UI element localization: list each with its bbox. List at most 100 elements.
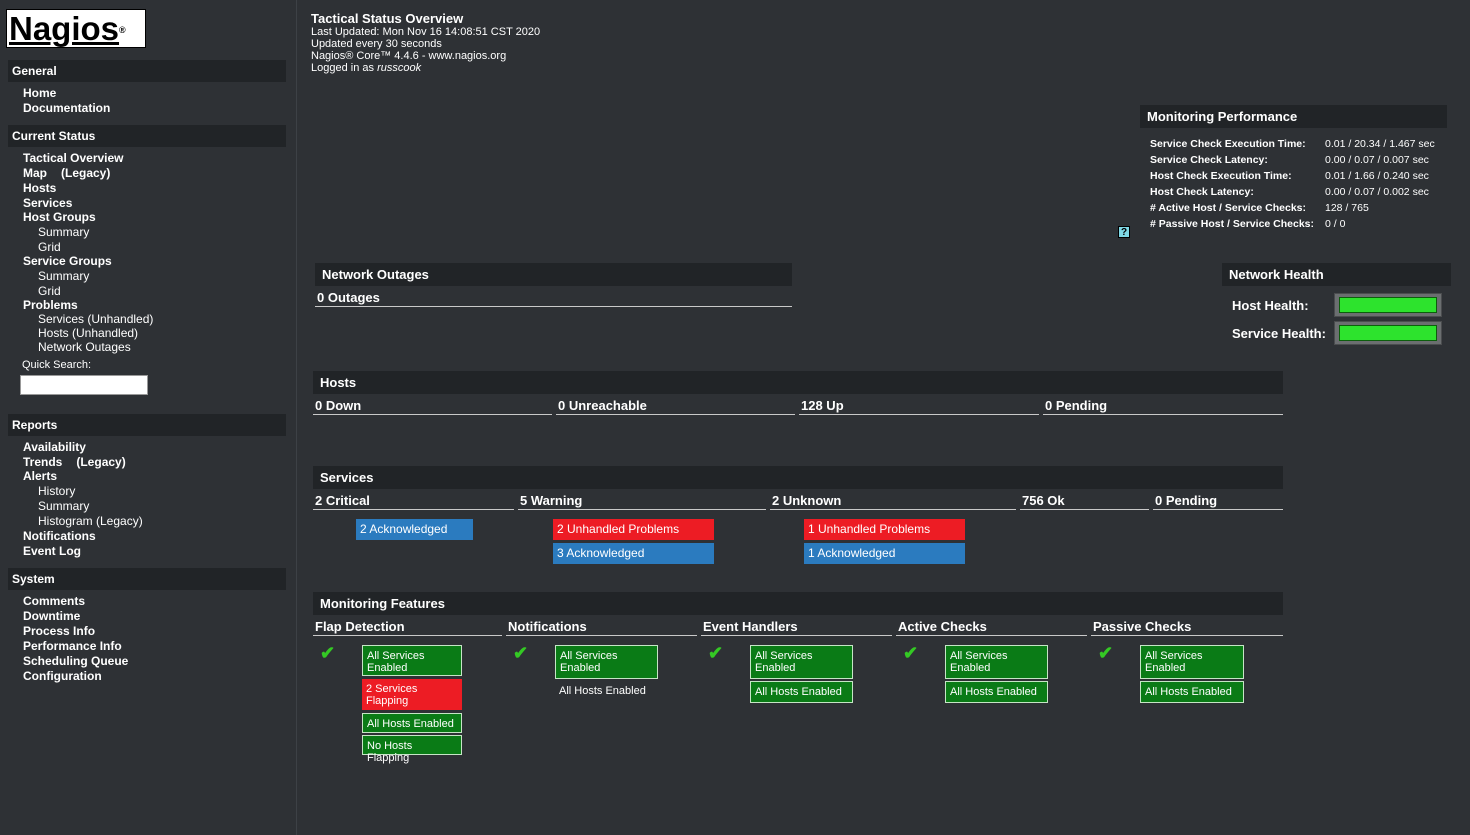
sidebar-item-host-groups[interactable]: Host Groups [23,210,96,224]
sidebar-item-tactical-overview[interactable]: Tactical Overview [23,151,124,165]
event-handlers-check-icon[interactable]: ✔ [708,643,724,663]
sidebar-item-downtime[interactable]: Downtime [23,609,81,623]
sidebar-item-process-info[interactable]: Process Info [23,624,96,638]
passive-checks-check-icon[interactable]: ✔ [1098,643,1114,663]
services-critical[interactable]: 2 Critical [313,493,514,510]
notif-all-hosts[interactable]: All Hosts Enabled [559,685,646,697]
service-health-label: Service Health: [1232,326,1326,341]
sidebar-item-sg-summary[interactable]: Summary [38,269,90,283]
sidebar-section-general: General [8,60,286,82]
perf-label-passive-checks: # Passive Host / Service Checks: [1150,218,1315,230]
sidebar-item-hosts-unhandled[interactable]: Hosts (Unhandled) [38,326,139,340]
sidebar-item-event-log[interactable]: Event Log [23,544,82,558]
active-all-services[interactable]: All Services Enabled [945,645,1048,679]
sidebar-item-services-unhandled[interactable]: Services (Unhandled) [38,312,154,326]
sidebar-item-problems[interactable]: Problems [23,298,78,312]
perf-value-host-exec: 0.01 / 1.66 / 0.240 sec [1325,170,1429,182]
sidebar-item-availability[interactable]: Availability [23,440,86,454]
update-interval: Updated every 30 seconds [311,38,442,50]
hosts-down[interactable]: 0 Down [313,398,552,415]
sidebar-item-alert-summary[interactable]: Summary [38,499,90,513]
host-health-label: Host Health: [1232,298,1309,313]
sidebar-item-alert-history[interactable]: History [38,484,76,498]
flap-services-flapping[interactable]: 2 Services Flapping [362,679,462,710]
trends-label[interactable]: Trends [23,455,63,469]
sidebar-item-notifications[interactable]: Notifications [23,529,96,543]
hosts-unreachable[interactable]: 0 Unreachable [556,398,795,415]
sidebar-section-current-status: Current Status [8,125,286,147]
critical-acknowledged[interactable]: 2 Acknowledged [356,519,473,540]
sidebar-item-service-groups[interactable]: Service Groups [23,254,112,268]
sidebar-item-hg-summary[interactable]: Summary [38,225,90,239]
services-ok[interactable]: 756 Ok [1020,493,1149,510]
sidebar-item-scheduling-queue[interactable]: Scheduling Queue [23,654,129,668]
host-health-fill [1339,297,1437,313]
event-all-services[interactable]: All Services Enabled [750,645,853,679]
sidebar-section-system: System [8,568,286,590]
services-unknown[interactable]: 2 Unknown [770,493,1016,510]
perf-value-host-latency: 0.00 / 0.07 / 0.002 sec [1325,186,1429,198]
unknown-unhandled[interactable]: 1 Unhandled Problems [804,519,965,540]
sidebar-item-hg-grid[interactable]: Grid [38,240,61,254]
perf-value-passive-checks: 0 / 0 [1325,218,1346,230]
quick-search-label: Quick Search: [22,359,92,371]
sidebar-item-network-outages[interactable]: Network Outages [38,340,131,354]
sidebar-item-alert-histogram[interactable]: Histogram (Legacy) [38,514,143,528]
feature-active-checks[interactable]: Active Checks [896,619,1087,636]
service-health-fill [1339,325,1437,341]
notifications-check-icon[interactable]: ✔ [513,643,529,663]
warning-unhandled[interactable]: 2 Unhandled Problems [553,519,714,540]
notif-all-services[interactable]: All Services Enabled [555,645,658,679]
page-title: Tactical Status Overview [311,11,464,26]
sidebar-item-alerts[interactable]: Alerts [23,469,58,483]
nagios-logo[interactable]: Nagios® [6,9,146,48]
logged-in: Logged in as russcook [311,62,421,74]
active-checks-check-icon[interactable]: ✔ [903,643,919,663]
services-title: Services [313,466,1283,489]
unknown-acknowledged[interactable]: 1 Acknowledged [804,543,965,564]
flap-all-services[interactable]: All Services Enabled [362,645,462,676]
sidebar-item-documentation[interactable]: Documentation [23,101,111,115]
perf-label-host-exec: Host Check Execution Time: [1150,170,1292,182]
quick-search-input[interactable] [20,375,148,395]
sidebar-item-comments[interactable]: Comments [23,594,86,608]
sidebar: Nagios® General Home Documentation Curre… [0,0,297,835]
services-pending[interactable]: 0 Pending [1153,493,1283,510]
flap-no-hosts-flapping[interactable]: No Hosts Flapping [362,735,462,764]
feature-notifications[interactable]: Notifications [506,619,697,636]
sidebar-item-performance-info[interactable]: Performance Info [23,639,122,653]
map-legacy-link[interactable]: (Legacy) [61,166,111,180]
warning-acknowledged[interactable]: 3 Acknowledged [553,543,714,564]
sidebar-item-home[interactable]: Home [23,86,57,100]
hosts-pending[interactable]: 0 Pending [1043,398,1283,415]
hosts-up[interactable]: 128 Up [799,398,1039,415]
perf-value-svc-latency: 0.00 / 0.07 / 0.007 sec [1325,154,1429,166]
logo-text: Nagios [9,10,120,47]
passive-all-services[interactable]: All Services Enabled [1140,645,1244,679]
flap-all-hosts[interactable]: All Hosts Enabled [362,713,462,733]
feature-event-handlers[interactable]: Event Handlers [701,619,892,636]
sidebar-item-trends[interactable]: Trends (Legacy) [23,455,126,470]
trends-legacy-link[interactable]: (Legacy) [76,455,126,469]
outages-count[interactable]: 0 Outages [315,290,792,307]
feature-passive-checks[interactable]: Passive Checks [1091,619,1283,636]
sidebar-item-configuration[interactable]: Configuration [23,669,102,683]
sidebar-item-services[interactable]: Services [23,196,73,210]
flap-check-icon[interactable]: ✔ [320,643,336,663]
passive-all-hosts[interactable]: All Hosts Enabled [1140,681,1244,703]
map-label[interactable]: Map [23,166,47,180]
perf-value-svc-exec: 0.01 / 20.34 / 1.467 sec [1325,138,1435,150]
services-warning[interactable]: 5 Warning [518,493,766,510]
sidebar-item-sg-grid[interactable]: Grid [38,284,61,298]
feature-flap-detection[interactable]: Flap Detection [313,619,502,636]
host-health-bar [1334,293,1442,317]
perf-label-active-checks: # Active Host / Service Checks: [1150,202,1307,214]
perf-label-host-latency: Host Check Latency: [1150,186,1254,198]
event-all-hosts[interactable]: All Hosts Enabled [750,681,853,703]
network-health-title: Network Health [1222,263,1451,286]
sidebar-item-map[interactable]: Map (Legacy) [23,166,110,181]
version-text[interactable]: Nagios® Core™ 4.4.6 - www.nagios.org [311,50,507,62]
sidebar-item-hosts[interactable]: Hosts [23,181,57,195]
active-all-hosts[interactable]: All Hosts Enabled [945,681,1048,703]
help-icon[interactable]: ? [1118,226,1130,238]
